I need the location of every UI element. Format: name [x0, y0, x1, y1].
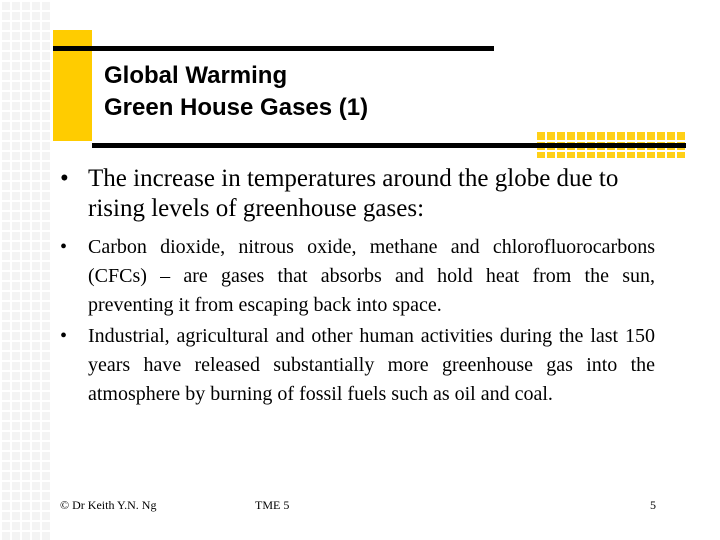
main-bullet: • The increase in temperatures around th…	[60, 164, 660, 224]
sub-bullet-text: Carbon dioxide, nitrous oxide, methane a…	[88, 236, 655, 316]
title-line-2: Green House Gases (1)	[104, 94, 369, 121]
slide-title: Global Warming Green House Gases (1)	[104, 60, 368, 124]
main-bullet-text: The increase in temperatures around the …	[88, 165, 619, 222]
title-top-rule	[53, 46, 494, 51]
left-decorative-strip	[0, 0, 50, 540]
footer-course: TME 5	[255, 498, 290, 512]
sub-bullet-list: • Carbon dioxide, nitrous oxide, methane…	[60, 233, 655, 411]
bullet-marker: •	[60, 325, 68, 347]
bullet-marker: •	[60, 165, 69, 192]
title-line-1: Global Warming	[104, 62, 288, 89]
title-bottom-rule	[92, 143, 686, 148]
bullet-marker: •	[60, 236, 68, 258]
footer-page-number: 5	[650, 498, 656, 512]
sub-bullet-text: Industrial, agricultural and other human…	[88, 325, 655, 405]
sub-bullet-item: • Carbon dioxide, nitrous oxide, methane…	[60, 233, 655, 320]
footer-author: © Dr Keith Y.N. Ng	[60, 498, 157, 512]
sub-bullet-item: • Industrial, agricultural and other hum…	[60, 322, 655, 409]
